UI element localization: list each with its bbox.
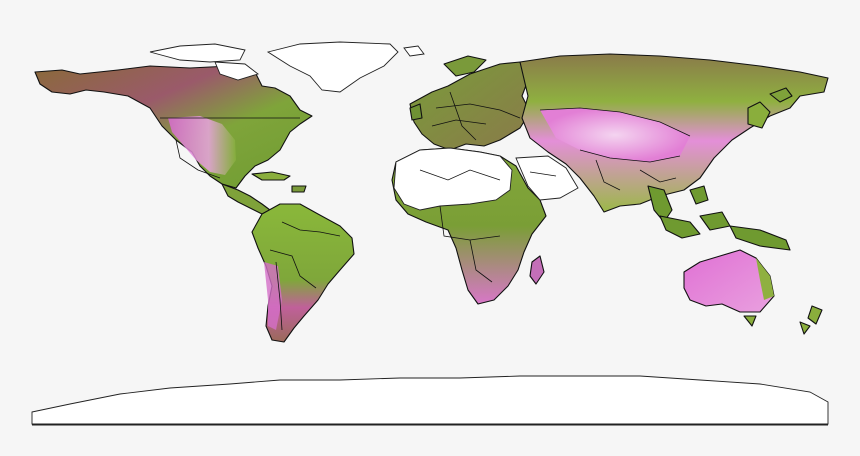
africa bbox=[391, 147, 547, 305]
new-zealand bbox=[799, 305, 823, 335]
asia bbox=[519, 53, 829, 213]
antarctica bbox=[31, 375, 829, 426]
greenland bbox=[149, 41, 425, 93]
central-america bbox=[221, 171, 307, 215]
southeast-asia bbox=[647, 185, 791, 251]
europe bbox=[409, 55, 531, 151]
south-america bbox=[251, 203, 355, 343]
north-america bbox=[34, 65, 313, 189]
australia bbox=[683, 249, 775, 327]
arabia bbox=[515, 155, 579, 201]
